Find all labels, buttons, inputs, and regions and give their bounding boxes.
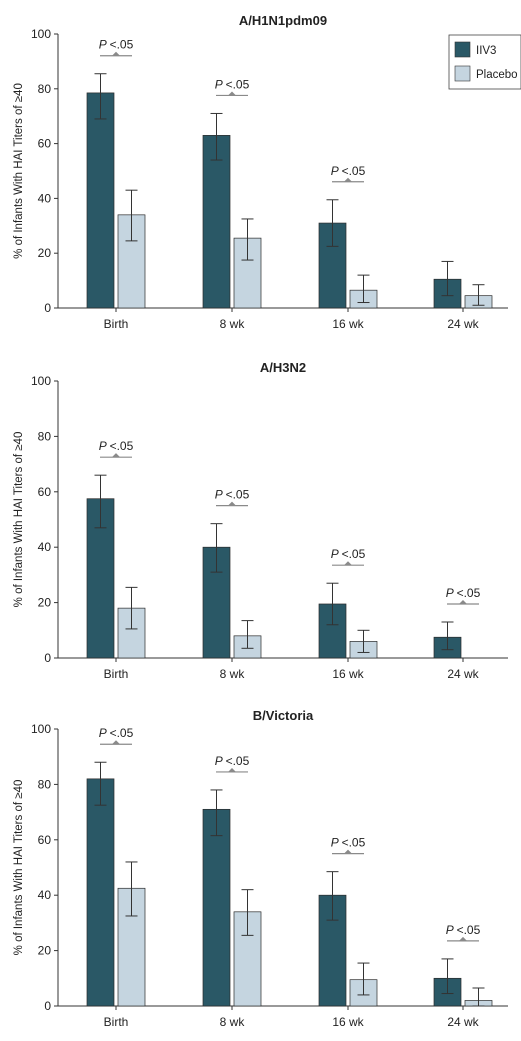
chart-panel: A/H1N1pdm09 % of Infants With HAI Titers … — [13, 13, 508, 331]
y-tick-label: 40 — [38, 191, 52, 205]
y-tick-label: 40 — [38, 888, 52, 902]
x-tick-label: 8 wk — [220, 1015, 246, 1029]
x-tick-label: Birth — [104, 667, 129, 681]
y-tick-label: 60 — [38, 137, 52, 151]
x-tick-label: 24 wk — [447, 1015, 479, 1029]
significance-label: P <.05 — [215, 77, 250, 91]
legend-swatch-placebo — [454, 65, 471, 82]
y-tick-label: 100 — [31, 27, 51, 41]
significance-label: P <.05 — [446, 923, 481, 937]
y-tick-label: 0 — [44, 651, 51, 665]
legend: IIV3 Placebo — [448, 34, 521, 90]
significance-label: P <.05 — [99, 439, 134, 453]
bar-iiv3 — [86, 778, 115, 1007]
significance-marker — [228, 91, 236, 96]
y-axis-label: % of Infants With HAI Titers of ≥40 — [13, 432, 25, 608]
significance-label: P <.05 — [215, 754, 250, 768]
significance-label: P <.05 — [331, 836, 366, 850]
significance-label: P <.05 — [331, 164, 366, 178]
bar-iiv3 — [86, 92, 115, 309]
y-tick-label: 80 — [38, 82, 52, 96]
significance-marker — [344, 561, 352, 566]
significance-marker — [228, 767, 236, 772]
bar-placebo — [117, 887, 146, 1007]
x-tick-label: 16 wk — [332, 1015, 364, 1029]
chart-panel: B/Victoria % of Infants With HAI Titers o… — [13, 708, 508, 1029]
chart-panel: A/H3N2 % of Infants With HAI Titers of ≥4… — [13, 360, 508, 681]
significance-label: P <.05 — [99, 726, 134, 740]
y-tick-label: 60 — [38, 833, 52, 847]
significance-label: P <.05 — [446, 586, 481, 600]
y-tick-label: 40 — [38, 540, 52, 554]
significance-marker — [228, 501, 236, 506]
legend-swatch-iiv3 — [454, 41, 471, 58]
bar-iiv3 — [202, 135, 231, 309]
x-tick-label: Birth — [104, 317, 129, 331]
chart-title: A/H1N1pdm09 — [239, 13, 327, 28]
y-tick-label: 20 — [38, 596, 52, 610]
significance-label: P <.05 — [215, 488, 250, 502]
legend-label-iiv3: IIV3 — [476, 45, 496, 57]
y-tick-label: 0 — [44, 999, 51, 1013]
chart-title: B/Victoria — [253, 708, 314, 723]
y-axis-label: % of Infants With HAI Titers of ≥40 — [13, 780, 25, 956]
significance-marker — [459, 599, 467, 604]
legend-label-placebo: Placebo — [476, 69, 518, 81]
significance-marker — [344, 177, 352, 182]
y-tick-label: 100 — [31, 722, 51, 736]
x-tick-label: 16 wk — [332, 667, 364, 681]
significance-marker — [112, 740, 120, 745]
chart-title: A/H3N2 — [260, 360, 306, 375]
bar-iiv3 — [202, 808, 231, 1007]
y-tick-label: 20 — [38, 944, 52, 958]
y-tick-label: 20 — [38, 246, 52, 260]
x-tick-label: 16 wk — [332, 317, 364, 331]
y-tick-label: 60 — [38, 485, 52, 499]
y-tick-label: 80 — [38, 777, 52, 791]
significance-marker — [344, 849, 352, 854]
significance-marker — [112, 453, 120, 458]
x-tick-label: 24 wk — [447, 667, 479, 681]
x-tick-label: 8 wk — [220, 317, 246, 331]
y-tick-label: 0 — [44, 301, 51, 315]
x-tick-label: 24 wk — [447, 317, 479, 331]
y-axis-label: % of Infants With HAI Titers of ≥40 — [13, 83, 25, 259]
significance-label: P <.05 — [331, 547, 366, 561]
x-tick-label: 8 wk — [220, 667, 246, 681]
significance-marker — [112, 51, 120, 56]
x-tick-label: Birth — [104, 1015, 129, 1029]
significance-marker — [459, 936, 467, 941]
y-tick-label: 80 — [38, 429, 52, 443]
y-tick-label: 100 — [31, 374, 51, 388]
significance-label: P <.05 — [99, 38, 134, 52]
